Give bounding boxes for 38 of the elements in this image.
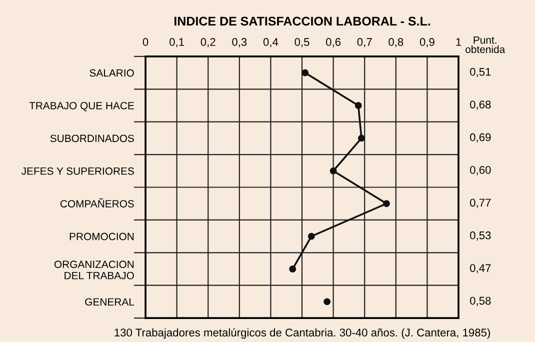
y-tick-label: ORGANIZACION DEL TRABAJO	[54, 260, 134, 280]
chart-title: INDICE DE SATISFACCION LABORAL - S.L.	[174, 16, 430, 26]
x-tick-label: 0,4	[263, 38, 278, 48]
y-tick-label: PROMOCION	[70, 232, 134, 240]
text: Punt. obtenida	[466, 36, 506, 54]
point	[383, 200, 390, 208]
point	[308, 232, 315, 240]
y-tick-label: SUBORDINADOS	[50, 134, 134, 142]
x-tick-label: 0,2	[200, 38, 216, 48]
x-tick-label: 0,5	[294, 38, 310, 48]
y-tick-label: GENERAL	[85, 298, 134, 306]
y-tick-label: COMPAÑEROS	[60, 198, 134, 208]
point	[354, 102, 362, 109]
x-tick-label: 0,9	[420, 38, 434, 48]
text: 130 Trabajadores metalúrgicos de Cantabria. 30-40 años. (J. Cantera, 1985)	[114, 328, 490, 339]
x-tick-label: 0	[142, 38, 148, 46]
point	[358, 134, 365, 142]
point	[302, 69, 309, 76]
y-tick-label: JEFES Y SUPERIORES	[21, 167, 134, 175]
y-tick-label: SALARIO	[90, 69, 134, 77]
point	[324, 298, 331, 306]
text: 0,58	[470, 296, 491, 306]
x-tick-label: 1	[456, 38, 462, 46]
x-tick-label: 0,8	[388, 38, 404, 48]
x-tick-label: 0,1	[170, 38, 184, 48]
y-tick-label: TRABAJO QUE HACE	[29, 102, 134, 112]
text: 0,60	[470, 166, 491, 176]
x-tick-label: 0,3	[232, 38, 247, 48]
text: 0,53	[470, 231, 491, 241]
x-tick-label: 0,6	[326, 38, 341, 48]
text: 0,69	[470, 133, 491, 142]
point	[289, 266, 296, 272]
point	[330, 167, 337, 174]
text: 0,51	[470, 68, 491, 78]
text: 0,77	[470, 198, 491, 208]
x-tick-label: 0,7	[357, 38, 372, 48]
text: 0,47	[470, 264, 491, 274]
text: 0,68	[470, 100, 491, 110]
